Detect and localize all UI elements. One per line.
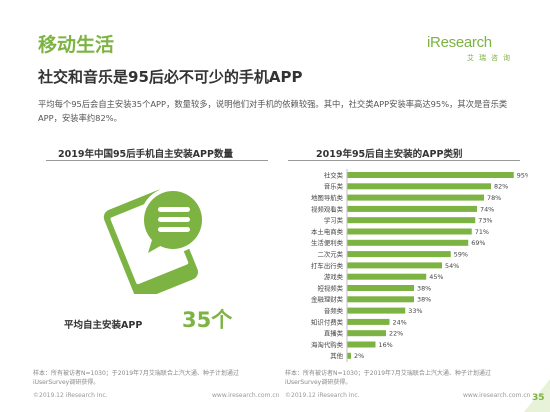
chart-category-label: 地图导航类 — [311, 193, 344, 202]
chart-value-label: 59% — [454, 251, 468, 259]
chart-value-label: 33% — [408, 307, 422, 315]
chart-category-label: 其他 — [330, 351, 343, 360]
chart-category-label: 知识付费类 — [311, 317, 344, 326]
chart-value-label: 38% — [417, 284, 431, 292]
iresearch-logo: iResearch 艾瑞咨询 — [427, 34, 523, 68]
page-corner-shape — [524, 379, 550, 412]
chart-value-label: 24% — [393, 318, 407, 326]
chart-value-label: 54% — [445, 262, 459, 270]
chart-value-label: 74% — [480, 205, 494, 213]
chart-bar — [347, 217, 476, 224]
logo-wordmark: iResearch — [427, 34, 492, 51]
chart-bar — [347, 172, 514, 178]
chart-bar — [347, 194, 484, 201]
chart-value-label: 82% — [494, 183, 508, 191]
chart-bar — [347, 205, 477, 212]
chart-category-label: 学习类 — [324, 216, 344, 225]
chart-category-label: 打车出行类 — [311, 261, 344, 270]
chart-category-label: 音乐类 — [324, 182, 344, 191]
average-count-label: 平均自主安装APP — [64, 320, 143, 331]
chart-value-label: 95% — [517, 171, 528, 179]
chart-category-label: 音频类 — [324, 306, 344, 315]
chart-bar — [347, 273, 427, 280]
chart-bar — [347, 296, 414, 303]
footer-url-left: www.iresearch.com.cn — [212, 392, 280, 399]
chart-value-label: 16% — [379, 341, 393, 349]
chart-value-label: 45% — [429, 273, 443, 281]
chart-category-label: 直播类 — [324, 329, 344, 338]
page-description: 平均每个95后会自主安装35个APP，数量较多，说明他们对手机的依赖较强。其中，… — [38, 99, 508, 123]
chart-value-label: 78% — [487, 194, 501, 202]
page-number: 35 — [532, 393, 545, 403]
chart-value-label: 2% — [354, 352, 364, 360]
chart-category-label: 金融理财类 — [311, 295, 344, 304]
chart-category-label: 社交类 — [324, 170, 344, 179]
left-sample-note: 样本：所有被访者N=1030；于2019年7月艾瑞联合上汽大通、种子计划通过iU… — [33, 370, 239, 386]
chart-title: 2019年95后自主安装的APP类别 — [316, 149, 463, 160]
chart-bar — [347, 307, 406, 314]
chart-category-label: 短视频类 — [317, 283, 343, 292]
chart-category-label: 生活便利类 — [311, 238, 344, 247]
chart-category-label: 本土电商类 — [311, 227, 344, 236]
chart-bar — [347, 239, 469, 246]
chart-bar — [347, 352, 351, 359]
average-count-value: 35个 — [182, 308, 233, 332]
chart-value-label: 69% — [471, 239, 485, 247]
chart-bar — [347, 183, 491, 190]
chart-bar — [347, 341, 376, 348]
left-panel-title: 2019年中国95后手机自主安装APP数量 — [58, 149, 233, 160]
chart-category-label: 二次元类 — [317, 250, 343, 259]
right-sample-note: 样本：所有被访者N=1030；于2019年7月艾瑞联合上汽大通、种子计划通过iU… — [285, 370, 491, 386]
footer-copyright-right: ©2019.12 iResearch Inc. — [285, 392, 360, 399]
chart-value-label: 38% — [417, 296, 431, 304]
chart-bar — [347, 228, 472, 235]
chart-value-label: 22% — [389, 330, 403, 338]
chart-bar — [347, 330, 386, 337]
chart-category-label: 视频观看类 — [311, 204, 344, 213]
chart-bar — [347, 285, 414, 291]
left-title-divider — [46, 160, 268, 161]
footer-url-right: www.iresearch.com.cn — [463, 392, 531, 399]
logo-subtitle: 艾瑞咨询 — [467, 54, 515, 62]
chart-bar — [347, 262, 442, 269]
chart-value-label: 73% — [478, 217, 492, 225]
phone-chat-icon — [103, 187, 206, 294]
app-category-bar-chart: 社交类 95% 音乐类 82% 地图导航类 78% 视频观看类 74% 学习类 73% 本土电商类 7… — [311, 169, 528, 363]
right-title-divider — [288, 160, 520, 161]
page-headline: 社交和音乐是95后必不可少的手机APP — [38, 68, 303, 86]
chart-value-label: 71% — [475, 228, 489, 236]
chart-category-label: 游戏类 — [324, 272, 344, 281]
chart-bar — [347, 251, 451, 258]
section-title: 移动生活 — [38, 34, 115, 56]
chart-category-label: 海淘代购类 — [311, 340, 344, 349]
chart-bar — [347, 318, 390, 325]
footer-copyright-left: ©2019.12 iResearch Inc. — [33, 392, 108, 399]
